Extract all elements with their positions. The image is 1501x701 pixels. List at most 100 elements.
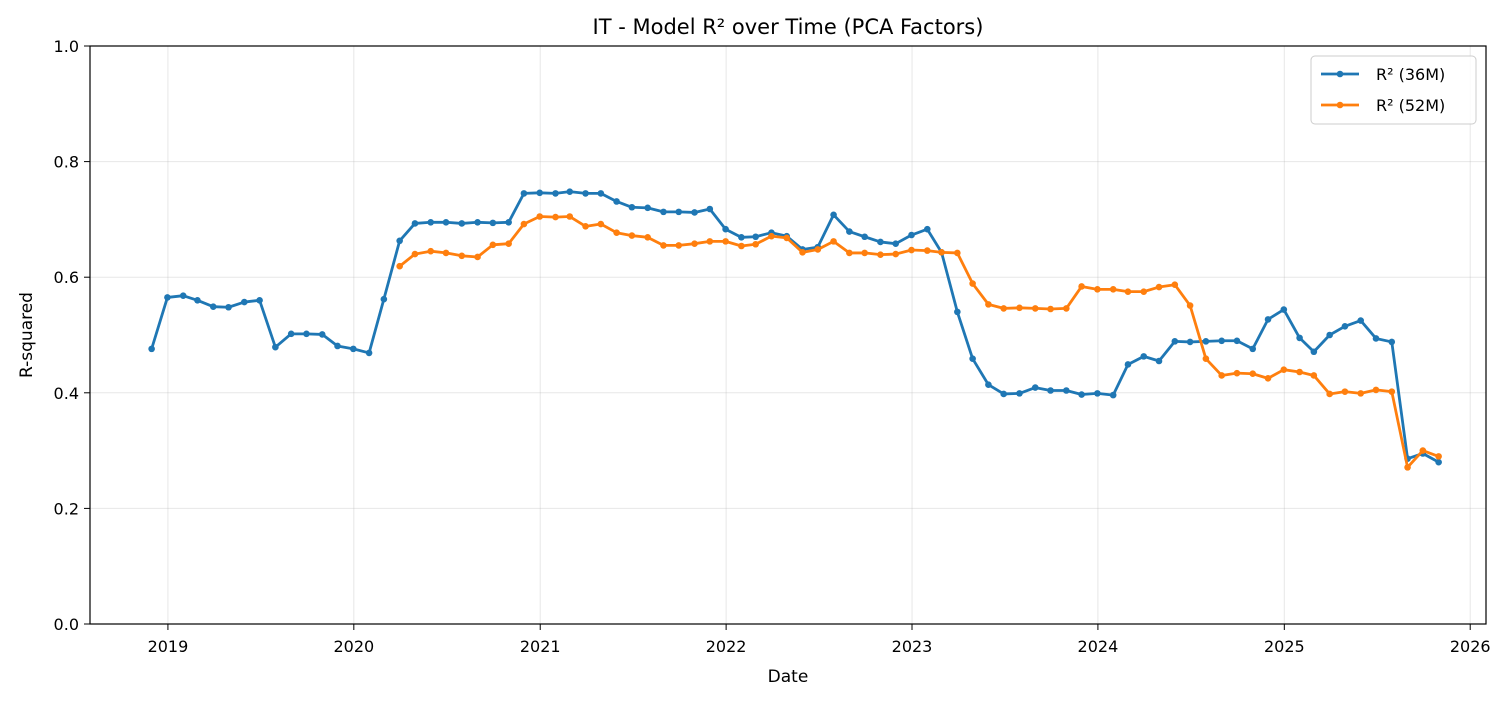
data-point: [1155, 357, 1163, 365]
data-point: [1218, 337, 1225, 345]
data-point: [752, 233, 759, 241]
data-point: [954, 308, 961, 316]
data-point: [628, 232, 636, 239]
data-point: [256, 297, 263, 304]
legend: R² (36M) R² (52M): [1310, 55, 1477, 125]
data-point: [597, 190, 605, 197]
data-point: [877, 238, 884, 246]
data-point: [194, 297, 201, 304]
data-point: [644, 234, 651, 241]
data-point: [597, 220, 605, 228]
data-point: [722, 225, 729, 233]
data-point: [1063, 387, 1070, 394]
data-point: [536, 213, 544, 220]
data-point: [1094, 286, 1101, 293]
data-point: [613, 198, 620, 205]
y-tick-label: 0.0: [54, 615, 79, 634]
data-point: [985, 381, 992, 389]
data-point: [1435, 458, 1442, 466]
data-point: [334, 342, 341, 350]
data-point: [489, 241, 497, 249]
data-point: [566, 188, 574, 195]
x-tick-label: 2025: [1264, 637, 1305, 656]
data-point: [722, 238, 729, 245]
data-point: [442, 249, 450, 257]
data-point: [1140, 353, 1148, 360]
data-point: [1016, 304, 1023, 312]
data-point: [1218, 372, 1225, 379]
legend-label: R² (52M): [1376, 96, 1445, 115]
x-axis-label: Date: [768, 667, 809, 687]
data-point: [1280, 306, 1288, 313]
data-point: [1388, 338, 1396, 346]
data-point: [1280, 366, 1288, 373]
data-point: [814, 246, 822, 253]
data-point: [520, 220, 528, 228]
data-point: [1435, 453, 1442, 460]
data-point: [613, 229, 620, 236]
data-point: [1078, 391, 1085, 398]
data-point: [799, 249, 806, 256]
data-point: [1109, 391, 1117, 399]
data-point: [969, 280, 976, 287]
data-point: [783, 234, 791, 242]
y-axis: 0.0 0.2 0.4 0.6 0.8 1.0: [54, 37, 90, 634]
data-point: [241, 298, 248, 306]
x-tick-label: 2022: [706, 637, 747, 656]
data-point: [505, 218, 512, 226]
data-point: [458, 220, 466, 227]
data-point: [985, 301, 992, 308]
data-point: [164, 294, 171, 301]
data-point: [691, 240, 698, 247]
data-point: [660, 208, 667, 216]
data-point: [830, 211, 837, 219]
data-point: [1063, 305, 1070, 312]
data-point: [1186, 338, 1194, 346]
data-point: [1202, 338, 1210, 345]
data-point: [318, 331, 326, 338]
data-point: [1326, 390, 1333, 398]
data-point: [1171, 338, 1179, 345]
data-point: [1031, 305, 1039, 312]
data-point: [908, 246, 915, 254]
data-point: [179, 292, 187, 299]
data-point: [691, 209, 698, 216]
data-point: [706, 238, 714, 245]
data-point: [427, 247, 435, 255]
data-point: [768, 232, 775, 240]
data-point: [209, 303, 217, 310]
data-point: [1310, 348, 1318, 356]
data-point: [938, 249, 945, 256]
y-tick-label: 0.4: [54, 384, 79, 403]
data-point: [1109, 286, 1117, 293]
data-point: [474, 253, 481, 261]
x-tick-label: 2019: [148, 637, 189, 656]
data-point: [1140, 288, 1148, 295]
data-point: [1186, 302, 1194, 309]
data-point: [1000, 390, 1007, 398]
data-point: [350, 345, 357, 353]
series-1: [148, 188, 1442, 466]
x-tick-label: 2024: [1078, 637, 1119, 656]
data-point: [1357, 390, 1365, 397]
data-point: [752, 240, 759, 248]
y-tick-label: 0.8: [54, 153, 79, 172]
data-point: [1326, 331, 1333, 339]
y-tick-label: 1.0: [54, 37, 79, 56]
data-point: [675, 242, 683, 249]
data-point: [1388, 388, 1396, 395]
data-point: [1296, 334, 1303, 342]
data-point: [1249, 345, 1257, 353]
data-point: [1124, 361, 1132, 368]
data-point: [552, 190, 559, 197]
data-point: [458, 252, 466, 260]
data-point: [892, 250, 900, 258]
series-layer: [148, 188, 1442, 471]
data-point: [1094, 390, 1101, 397]
x-tick-label: 2023: [892, 637, 933, 656]
data-point: [411, 220, 419, 227]
data-point: [536, 189, 544, 197]
data-point: [892, 240, 900, 247]
legend-label: R² (36M): [1376, 65, 1445, 84]
